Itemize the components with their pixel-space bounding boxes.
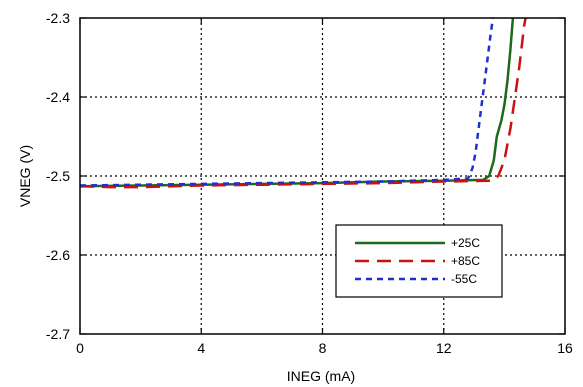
y-tick-label: -2.3 — [46, 10, 70, 26]
x-tick-label: 16 — [557, 340, 573, 356]
series-layer — [79, 17, 527, 189]
x-axis-label: INEG (mA) — [287, 368, 355, 384]
grid-lines — [80, 18, 565, 334]
legend-label-85c: +85C — [451, 254, 480, 268]
x-tick-label: 0 — [76, 340, 84, 356]
series-line-plus85c — [79, 17, 527, 189]
y-tick-label: -2.7 — [46, 326, 70, 342]
y-tick-label: -2.4 — [46, 89, 70, 105]
x-tick-label: 8 — [319, 340, 327, 356]
y-tick-label: -2.6 — [46, 247, 70, 263]
legend: +25C +85C -55C — [335, 224, 503, 298]
tick-labels: 0 4 8 12 16 -2.7 -2.6 -2.5 -2.4 -2.3 — [46, 10, 573, 356]
legend-label-minus55c: -55C — [451, 272, 477, 286]
legend-label-25c: +25C — [451, 236, 480, 250]
x-tick-label: 4 — [197, 340, 205, 356]
series-line-minus55c — [79, 17, 495, 187]
y-axis-label: VNEG (V) — [17, 145, 33, 207]
y-tick-label: -2.5 — [46, 168, 70, 184]
series-line-plus25c — [79, 17, 515, 188]
tick-marks — [79, 17, 566, 335]
x-tick-label: 12 — [436, 340, 452, 356]
